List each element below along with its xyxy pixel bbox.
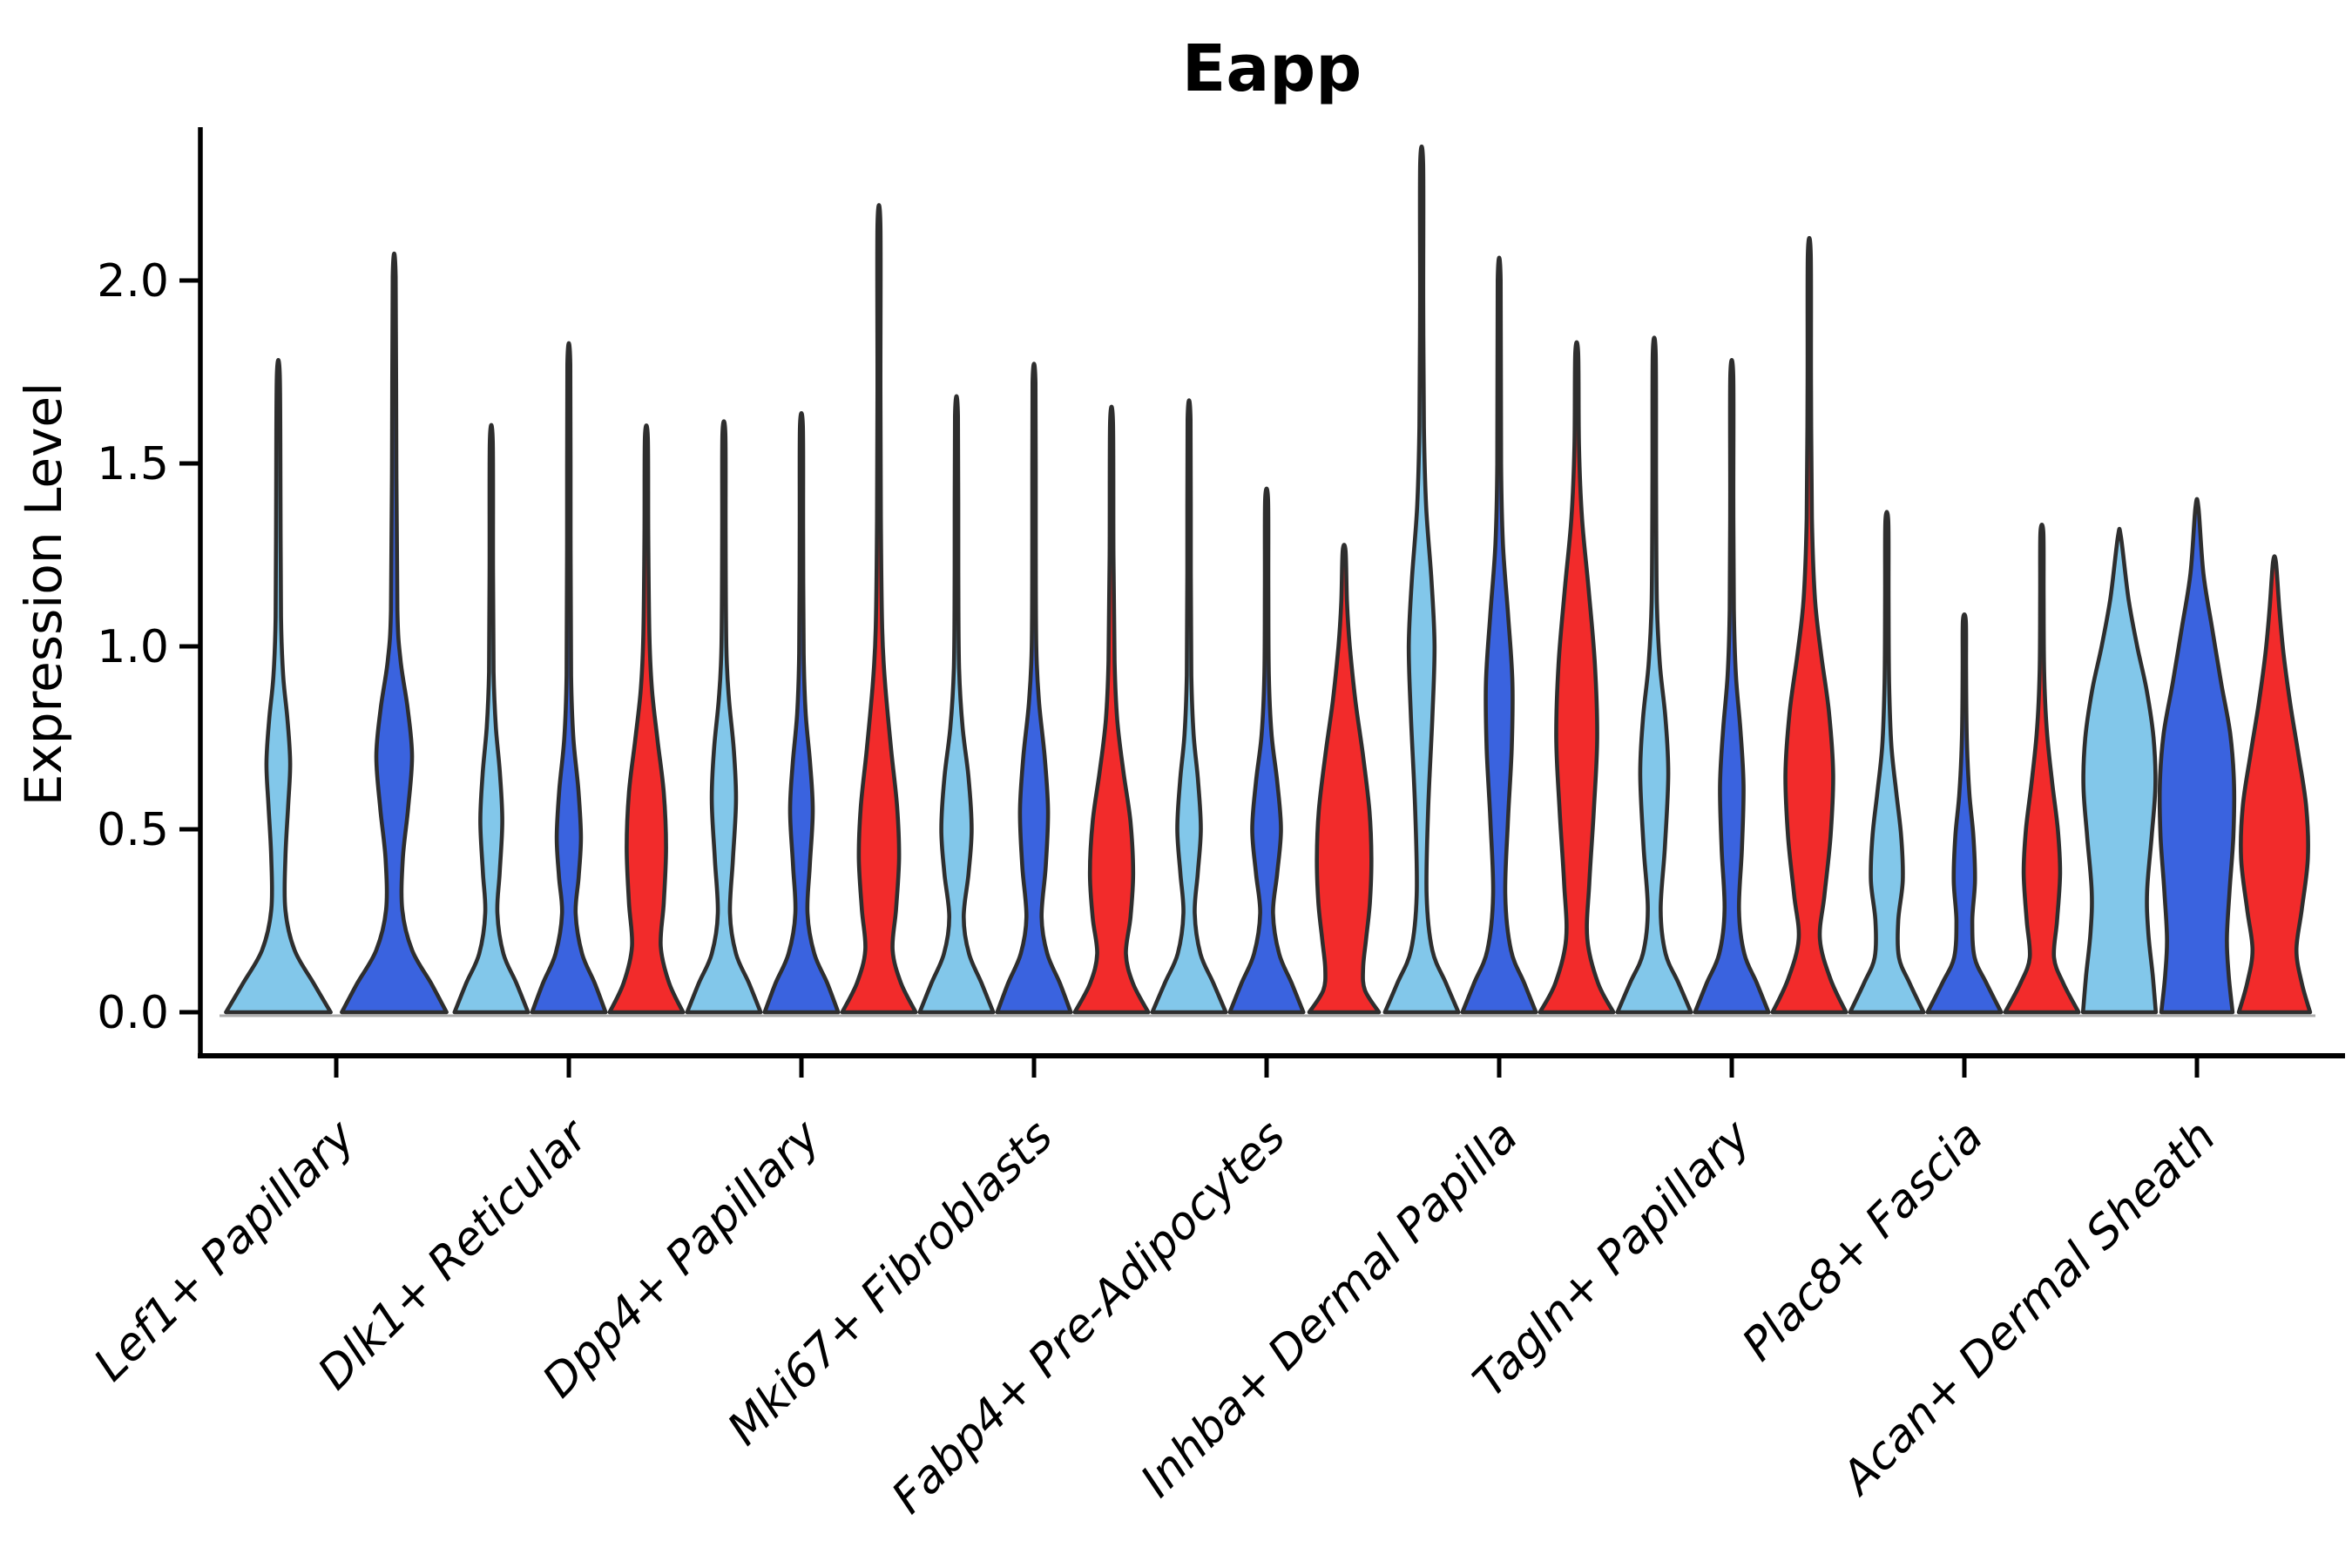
violin-plac8-dark_blue [1925, 612, 2004, 1015]
violin-plac8-red [2003, 523, 2081, 1015]
violin-fabp4-dark_blue [1227, 486, 1306, 1015]
y-tick-label: 1.0 [97, 621, 169, 673]
violin-dpp4-red [840, 203, 918, 1015]
violin-mki67-red [1072, 404, 1151, 1015]
x-tick-label: Plac8+ Fascia [1733, 1111, 1993, 1371]
x-tick-label: Acan+ Dermal Sheath [1830, 1111, 2226, 1506]
violins-layer [224, 144, 2313, 1015]
violin-dpp4-light_blue [685, 419, 763, 1015]
x-tick-label: Fabp4+ Pre-Adipocytes [882, 1111, 1296, 1524]
violin-dlk1-red [607, 423, 686, 1015]
violin-dlk1-dark_blue [530, 341, 608, 1015]
violin-tagln-red [1770, 235, 1848, 1015]
violin-tagln-light_blue [1615, 335, 1693, 1015]
y-tick-label: 0.0 [97, 987, 169, 1039]
violin-acan-dark_blue [2157, 497, 2237, 1015]
violin-dpp4-dark_blue [762, 410, 841, 1015]
violin-dlk1-light_blue [452, 422, 531, 1015]
y-tick-label: 2.0 [97, 255, 169, 308]
violin-inhba-red [1538, 340, 1616, 1015]
violin-acan-light_blue [2080, 526, 2159, 1015]
violin-inhba-dark_blue [1460, 255, 1538, 1015]
y-tick-label: 1.5 [97, 438, 169, 490]
y-axis-label: Expression Level [14, 382, 73, 806]
violin-plac8-light_blue [1848, 510, 1926, 1015]
violin-mki67-light_blue [917, 394, 996, 1015]
violin-fabp4-red [1307, 543, 1382, 1015]
violin-mki67-dark_blue [995, 362, 1073, 1015]
x-tick-label: Inhba+ Dermal Papilla [1131, 1111, 1528, 1508]
violin-lef1-light_blue [224, 358, 333, 1015]
violin-acan-red [2236, 554, 2313, 1015]
violin-inhba-light_blue [1382, 144, 1461, 1015]
violin-fabp4-light_blue [1150, 398, 1228, 1015]
violin-lef1-dark_blue [340, 252, 449, 1015]
chart-title: Eapp [1182, 31, 1362, 106]
violin-tagln-dark_blue [1693, 358, 1771, 1015]
y-tick-label: 0.5 [97, 804, 169, 856]
